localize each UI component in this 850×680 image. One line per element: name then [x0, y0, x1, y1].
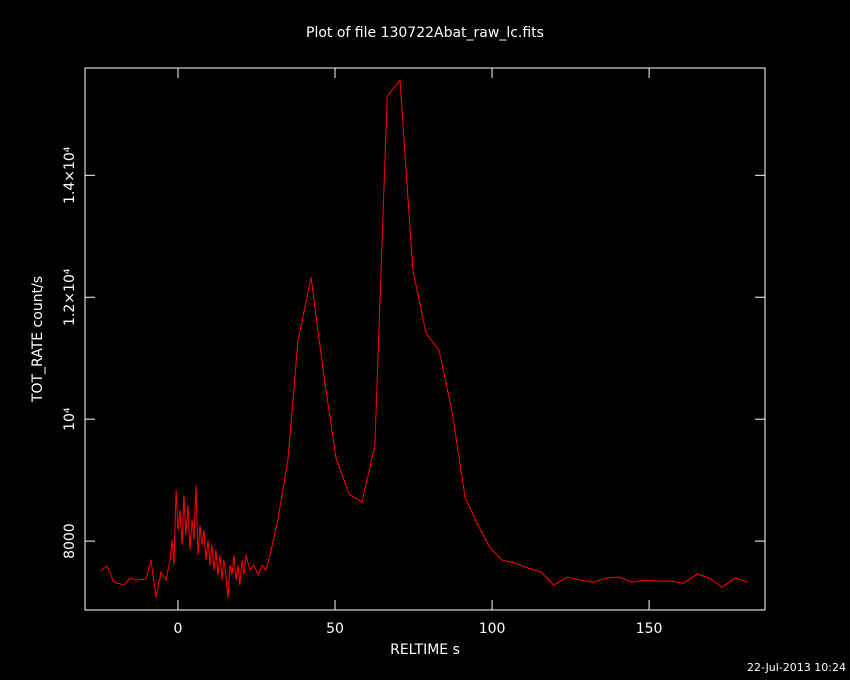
- x-tick-label: 50: [326, 621, 344, 637]
- footer: 22-Jul-2013 10:24: [747, 661, 846, 674]
- x-tick-label: 100: [479, 621, 506, 637]
- chart-title: Plot of file 130722Abat_raw_lc.fits: [306, 25, 544, 41]
- x-tick-label: 150: [636, 621, 663, 637]
- x-tick-label: 0: [174, 621, 183, 637]
- y-tick-label: 1.4×10⁴: [62, 146, 78, 204]
- light-curve: [99, 79, 749, 599]
- y-tick-label: 1.2×10⁴: [62, 268, 78, 326]
- y-axis-label: TOT_RATE count/s: [30, 276, 46, 403]
- x-axis-label: RELTIME s: [390, 642, 460, 658]
- plot-frame: [84, 67, 766, 611]
- y-tick-label: 10⁴: [62, 407, 78, 431]
- y-tick-label: 8000: [62, 523, 78, 559]
